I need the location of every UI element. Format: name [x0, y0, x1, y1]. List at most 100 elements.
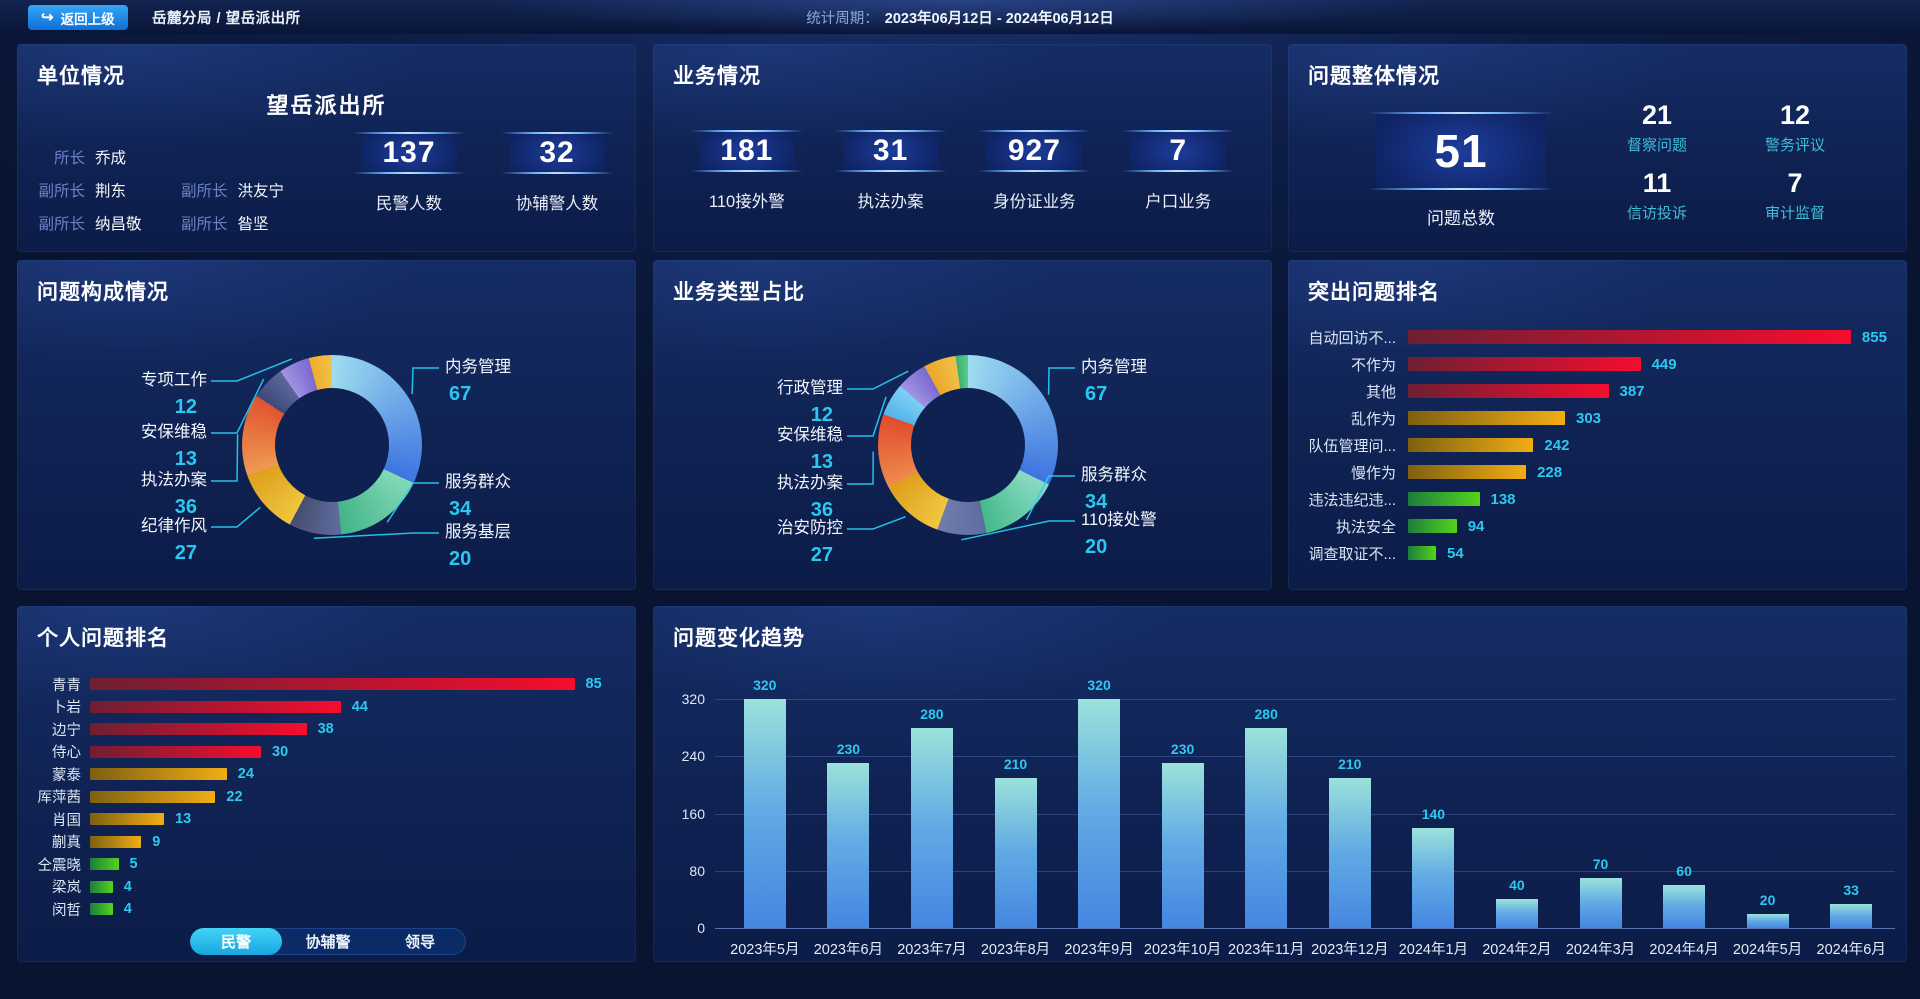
rank-bar — [1408, 465, 1527, 479]
stat-label: 问题总数 — [1427, 209, 1495, 228]
trend-gridline — [715, 699, 1895, 700]
rank-label: 其他 — [1365, 383, 1396, 401]
personal-rank-tabs: 民警 协辅警 领导 — [190, 928, 466, 955]
leader-role: 副所长 — [181, 216, 228, 233]
stat-label: 110接外警 — [708, 193, 785, 211]
rank-value: 13 — [175, 811, 192, 827]
breadcrumb[interactable]: 岳麓分局 / 望岳派出所 — [152, 10, 301, 27]
rank-bar — [1408, 492, 1480, 506]
rank-bar — [1408, 357, 1641, 371]
trend-bar-value: 33 — [1843, 882, 1859, 899]
leader-name: 昝坚 — [237, 216, 269, 233]
back-button[interactable]: ↪︎ 返回上级 — [28, 5, 128, 30]
rank-value: 44 — [351, 698, 368, 715]
callout-line — [211, 434, 239, 482]
rank-value: 855 — [1861, 328, 1887, 346]
top-problems-chart: 自动回访不... 855 不作为 449 其他 387 乱作为 303 队伍管理问... 242 慢… — [1298, 328, 1893, 573]
donut-callout-value: 20 — [449, 547, 472, 570]
stat-label: 民警人数 — [376, 195, 442, 213]
stat-110-calls: 181 110接外警 — [687, 130, 807, 212]
rank-bar — [90, 723, 307, 735]
stat-police-count: 137 民警人数 — [349, 132, 469, 214]
trend-bar — [1328, 777, 1371, 928]
problem-composition-donut: 内务管理 67 服务群众 34 服务基层 20 纪律作风 27 执法办案 36 安保维稳 13 专项工作… — [17, 260, 636, 590]
rank-bar — [1408, 330, 1851, 344]
leaders-list: 所长 乔成 副所长 荆东 副所长 洪友宁 副所长 纳昌敬 副所长 昝坚 — [29, 146, 284, 234]
trend-y-tick: 0 — [697, 920, 705, 936]
rank-label: 仝震晓 — [37, 857, 82, 874]
rank-bar — [1408, 411, 1565, 425]
panel-top-problems: 突出问题排名 自动回访不... 855 不作为 449 其他 387 乱作为 303 队伍管理问… — [1288, 260, 1907, 590]
leader-role: 副所长 — [181, 183, 228, 200]
callout-line — [211, 506, 261, 528]
donut-callout-label: 纪律作风 — [141, 517, 207, 535]
trend-x-label: 2024年2月 — [1482, 942, 1552, 958]
business-type-donut: 内务管理 67 服务群众 34 110接处警 20 治安防控 27 执法办案 36 安保维稳 13 行政… — [653, 260, 1272, 590]
trend-x-label: 2024年4月 — [1649, 942, 1719, 958]
panel-title: 单位情况 — [37, 65, 125, 88]
trend-bar — [1746, 913, 1789, 928]
rank-bar — [1408, 519, 1457, 533]
rank-label: 调查取证不... — [1308, 545, 1396, 563]
rank-label: 梁岚 — [52, 880, 81, 896]
rank-bar — [90, 768, 227, 780]
business-stats: 181 110接外警 31 执法办案 927 身份证业务 7 户口业务 — [663, 130, 1262, 212]
trend-y-tick: 240 — [681, 748, 705, 765]
tab-leader[interactable]: 领导 — [404, 934, 435, 951]
rank-label: 执法安全 — [1335, 518, 1396, 536]
donut-callout: 服务群众 34 — [445, 472, 605, 522]
rank-value: 54 — [1447, 544, 1464, 562]
rank-bar — [90, 745, 261, 758]
tab-police[interactable]: 民警 — [190, 928, 282, 955]
trend-x-label: 2023年7月 — [897, 942, 967, 958]
stat-label: 协辅警人数 — [515, 195, 599, 213]
leader-role: 副所长 — [38, 216, 85, 233]
donut-callout: 内务管理 67 — [445, 357, 605, 407]
panel-unit-info: 单位情况 望岳派出所 所长 乔成 副所长 荆东 副所长 洪友宁 副所长 纳昌敬 副所长 昝坚 13… — [17, 44, 636, 252]
rank-row: 梁岚 4 — [27, 879, 622, 897]
panel-title: 问题构成情况 — [37, 281, 169, 304]
donut-callout-value: 13 — [810, 450, 833, 473]
donut-callout: 纪律作风 27 — [57, 516, 207, 566]
stat-label: 审计监督 — [1764, 205, 1825, 222]
stat-value: 32 — [539, 136, 575, 169]
trend-x-label: 2023年6月 — [813, 942, 884, 958]
callout-line — [847, 515, 906, 530]
stat-plate: 927 — [978, 130, 1091, 172]
stat-value: 21 — [1641, 100, 1673, 130]
rank-row: 青青 85 — [27, 676, 622, 694]
rank-value: 4 — [123, 901, 132, 917]
rank-label: 卜岩 — [52, 700, 81, 716]
stat-value: 137 — [382, 136, 436, 169]
rank-label: 蒙泰 — [52, 767, 81, 784]
donut-callout-value: 13 — [174, 447, 197, 470]
stat-plate: 31 — [834, 130, 947, 172]
rank-row: 乱作为 303 — [1298, 409, 1893, 428]
panel-title: 个人问题排名 — [37, 627, 169, 650]
rank-label: 慢作为 — [1350, 464, 1396, 482]
trend-x-label: 2023年9月 — [1064, 942, 1134, 958]
rank-label: 队伍管理问... — [1308, 437, 1396, 455]
station-name: 望岳派出所 — [266, 93, 387, 118]
trend-bar-value: 210 — [1338, 755, 1362, 772]
rank-value: 9 — [152, 833, 161, 850]
rank-label: 不作为 — [1350, 356, 1396, 374]
trend-x-label: 2023年12月 — [1311, 942, 1389, 958]
donut-callout: 执法办案 36 — [57, 470, 207, 520]
rank-value: 303 — [1576, 409, 1602, 427]
rank-row: 仝震晓 5 — [27, 856, 622, 874]
rank-value: 387 — [1619, 382, 1645, 400]
leader-name: 乔成 — [95, 150, 127, 167]
rank-value: 242 — [1544, 436, 1570, 454]
stat-audit: 7 审计监督 — [1726, 168, 1864, 223]
stat-value: 181 — [720, 134, 774, 167]
donut-callout: 执法办案 36 — [693, 473, 843, 523]
donut-callout-value: 27 — [174, 541, 197, 564]
trend-bar-value: 210 — [1003, 755, 1028, 772]
rank-value: 228 — [1537, 463, 1563, 481]
tab-auxiliary[interactable]: 协辅警 — [305, 934, 351, 951]
rank-row: 其他 387 — [1298, 382, 1893, 401]
rank-bar — [1408, 384, 1609, 398]
rank-row: 蒯真 9 — [27, 833, 622, 852]
